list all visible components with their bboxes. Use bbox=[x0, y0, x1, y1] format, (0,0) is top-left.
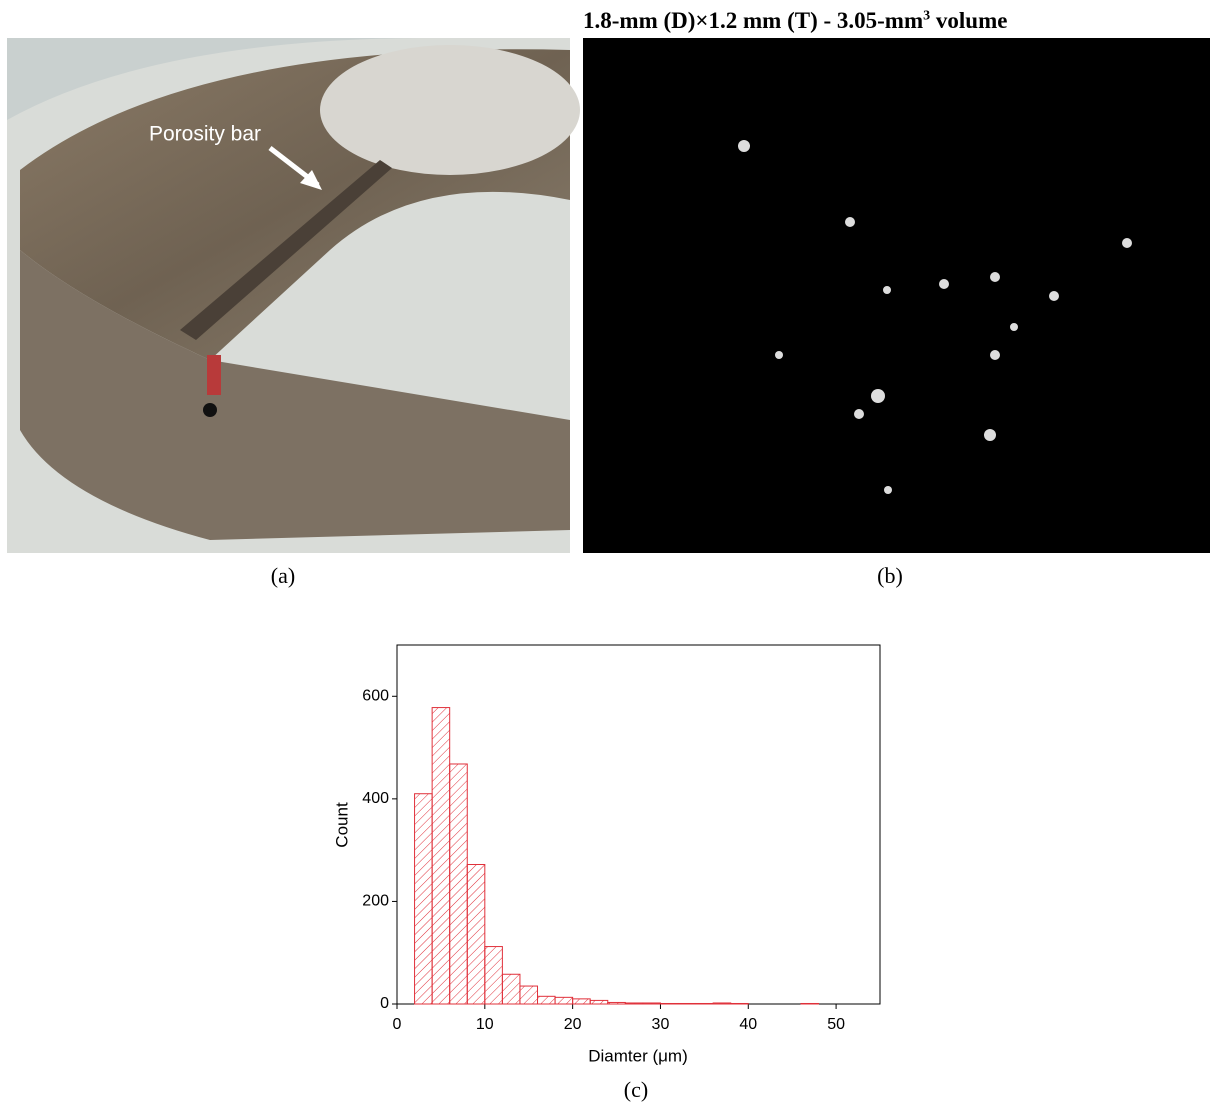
bar bbox=[713, 1003, 731, 1004]
bar bbox=[415, 794, 433, 1004]
bar bbox=[573, 999, 591, 1004]
bar bbox=[538, 996, 556, 1004]
bar bbox=[696, 1003, 714, 1004]
photo-a: Porosity bar bbox=[7, 38, 580, 553]
ct-image bbox=[583, 38, 1210, 553]
bar bbox=[731, 1003, 749, 1004]
x-axis-label: Diamter (μm) bbox=[588, 1046, 688, 1065]
y-tick-label: 600 bbox=[362, 688, 389, 705]
panel-label: (b) bbox=[877, 563, 903, 588]
x-tick-label: 0 bbox=[393, 1016, 402, 1033]
y-tick-label: 400 bbox=[362, 790, 389, 807]
x-tick-label: 40 bbox=[739, 1016, 757, 1033]
bar bbox=[660, 1003, 678, 1004]
bar bbox=[502, 974, 520, 1004]
panel-label: (c) bbox=[624, 1077, 648, 1102]
bar bbox=[625, 1003, 643, 1004]
x-tick-label: 50 bbox=[827, 1016, 845, 1033]
bar bbox=[590, 1000, 608, 1004]
bar bbox=[467, 865, 485, 1004]
bar bbox=[520, 986, 538, 1004]
bar bbox=[608, 1002, 626, 1004]
histogram: Count Diamter (μm) 0 200 400 600 0 10 20 30 40 50 bbox=[332, 645, 880, 1065]
x-tick-label: 10 bbox=[476, 1016, 494, 1033]
bar bbox=[678, 1003, 696, 1004]
figure: Porosity bar (a) (b) (c) Count Diamter (… bbox=[0, 0, 1216, 1115]
x-tick-label: 30 bbox=[652, 1016, 670, 1033]
bar bbox=[801, 1003, 819, 1004]
bar bbox=[450, 764, 468, 1004]
bar bbox=[485, 947, 503, 1004]
bar bbox=[432, 708, 450, 1004]
x-tick-label: 20 bbox=[564, 1016, 582, 1033]
bar bbox=[555, 997, 573, 1004]
page: 1.8-mm (D)×1.2 mm (T) - 3.05-mm3 volume … bbox=[0, 0, 1216, 1115]
y-axis-label: Count bbox=[332, 802, 351, 848]
y-tick-label: 200 bbox=[362, 893, 389, 910]
y-tick-label: 0 bbox=[380, 995, 389, 1012]
bar bbox=[643, 1003, 661, 1004]
annotation: Porosity bar bbox=[149, 123, 261, 146]
panel-label: (a) bbox=[271, 563, 295, 588]
